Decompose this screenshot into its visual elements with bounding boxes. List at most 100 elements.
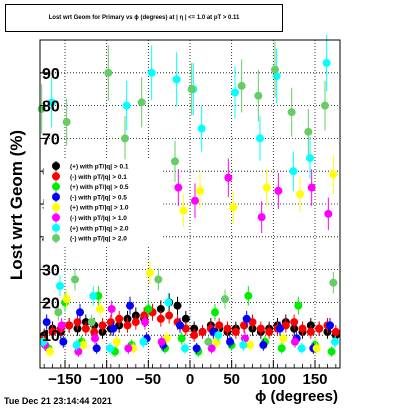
data-point bbox=[298, 324, 307, 333]
data-point bbox=[90, 327, 99, 336]
x-tick-label: 50 bbox=[223, 371, 240, 388]
data-point bbox=[198, 327, 207, 336]
data-point bbox=[287, 108, 296, 117]
data-point bbox=[187, 85, 196, 94]
data-point bbox=[192, 344, 201, 353]
data-point bbox=[104, 68, 113, 77]
data-point bbox=[226, 337, 234, 346]
data-point bbox=[256, 324, 265, 333]
legend-label: (-) with pT/|q| > 0.5 bbox=[70, 194, 127, 201]
y-axis-label: Lost wrt Geom (%) bbox=[7, 130, 26, 280]
data-point bbox=[157, 337, 166, 346]
data-point bbox=[191, 196, 199, 205]
data-point bbox=[224, 173, 233, 182]
x-axis-label: ϕ (degrees) bbox=[255, 388, 338, 405]
data-point bbox=[257, 213, 266, 222]
data-point bbox=[79, 341, 88, 350]
data-point bbox=[329, 278, 338, 287]
data-point bbox=[229, 203, 238, 212]
grid bbox=[40, 40, 340, 368]
data-point bbox=[115, 314, 124, 323]
data-point bbox=[141, 318, 149, 327]
data-point bbox=[312, 344, 321, 353]
y-tick-label: 30 bbox=[42, 263, 60, 280]
data-point bbox=[71, 275, 79, 284]
data-point bbox=[297, 344, 306, 353]
series-7 bbox=[37, 41, 338, 348]
data-point bbox=[65, 321, 74, 330]
data-point bbox=[137, 98, 146, 107]
data-point bbox=[324, 209, 333, 218]
data-point bbox=[215, 321, 224, 330]
data-point bbox=[223, 324, 232, 333]
data-point bbox=[62, 295, 71, 304]
data-point bbox=[307, 183, 316, 192]
data-point bbox=[54, 308, 63, 317]
data-point bbox=[214, 331, 223, 340]
data-point bbox=[76, 308, 84, 317]
legend-box bbox=[43, 159, 163, 247]
data-point bbox=[289, 167, 298, 176]
data-point bbox=[231, 327, 240, 336]
x-tick-label: 150 bbox=[302, 371, 327, 388]
y-tick-label: 20 bbox=[42, 295, 60, 312]
data-point bbox=[96, 304, 104, 313]
data-point bbox=[147, 68, 156, 77]
y-tick-label: 90 bbox=[42, 66, 60, 83]
x-tick-label: −50 bbox=[136, 371, 161, 388]
data-series bbox=[37, 34, 340, 357]
data-point bbox=[237, 81, 246, 90]
data-point bbox=[329, 170, 338, 179]
data-point bbox=[181, 314, 190, 323]
data-point bbox=[256, 134, 264, 143]
data-point bbox=[124, 344, 133, 353]
data-point bbox=[57, 321, 66, 330]
data-point bbox=[331, 337, 339, 346]
data-point bbox=[112, 337, 121, 346]
data-point bbox=[154, 275, 163, 284]
data-point bbox=[246, 341, 254, 350]
data-point bbox=[196, 186, 204, 195]
data-point bbox=[259, 341, 268, 350]
data-point bbox=[98, 321, 107, 330]
data-point bbox=[106, 344, 114, 353]
data-point bbox=[81, 324, 90, 333]
data-point bbox=[279, 334, 288, 343]
data-point bbox=[46, 347, 54, 356]
legend-label: (+) with pT/|q| > 0.1 bbox=[70, 164, 129, 171]
data-point bbox=[322, 58, 331, 67]
data-point bbox=[173, 301, 182, 310]
data-point bbox=[42, 318, 51, 327]
axes: −150−100−50050100150102030405060708090 bbox=[40, 66, 337, 388]
data-point bbox=[131, 318, 140, 327]
data-point bbox=[221, 295, 229, 304]
data-point bbox=[146, 268, 154, 277]
legend: (+) with pT/|q| > 0.1 (-) with pT/|q| > 0… bbox=[43, 159, 163, 247]
data-point bbox=[179, 206, 188, 215]
data-point bbox=[122, 101, 131, 110]
data-point bbox=[231, 88, 239, 97]
data-point bbox=[139, 337, 148, 346]
data-point bbox=[107, 304, 116, 313]
data-point bbox=[56, 282, 64, 290]
y-tick-label: 70 bbox=[42, 131, 60, 148]
data-point bbox=[181, 324, 190, 333]
data-point bbox=[164, 298, 173, 307]
data-point bbox=[274, 186, 283, 195]
legend-label: (-) with pT/|q| > 2.0 bbox=[70, 236, 127, 243]
data-point bbox=[242, 314, 251, 323]
data-point bbox=[248, 318, 257, 327]
data-point bbox=[121, 134, 129, 143]
x-tick-label: 0 bbox=[186, 371, 194, 388]
legend-label: (+) with pT/|q| > 2.0 bbox=[70, 225, 129, 232]
data-point bbox=[171, 157, 179, 166]
chart-title: Lost wrt Geom for Primary vs ϕ (degrees)… bbox=[5, 4, 283, 32]
data-point bbox=[59, 337, 68, 346]
legend-label: (+) with pT/|q| > 1.0 bbox=[70, 205, 129, 212]
timestamp: Tue Dec 21 23:14:44 2021 bbox=[4, 396, 112, 406]
data-point bbox=[165, 311, 174, 320]
data-point bbox=[239, 341, 248, 350]
data-point bbox=[211, 308, 219, 317]
y-tick-label: 80 bbox=[42, 99, 60, 116]
